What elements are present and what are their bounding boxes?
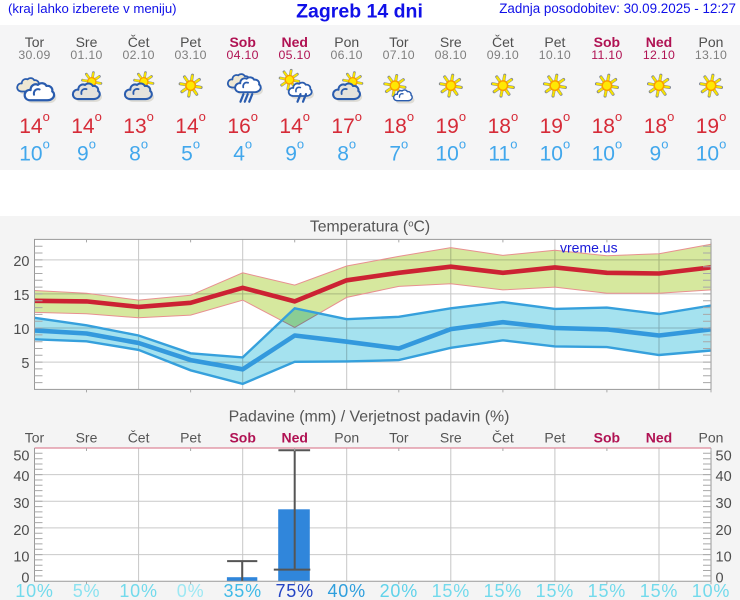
- svg-text:50: 50: [716, 448, 732, 464]
- svg-text:Pon: Pon: [334, 34, 359, 50]
- svg-text:09.10: 09.10: [487, 48, 519, 62]
- svg-text:Pon: Pon: [334, 430, 359, 446]
- svg-text:Sre: Sre: [440, 34, 462, 50]
- svg-text:vreme.us: vreme.us: [560, 240, 618, 256]
- svg-text:15%: 15%: [640, 581, 678, 600]
- svg-text:(kraj lahko izberete v meniju): (kraj lahko izberete v meniju): [8, 1, 177, 16]
- svg-text:0: 0: [716, 571, 724, 587]
- svg-text:Sob: Sob: [594, 430, 620, 446]
- svg-text:06.10: 06.10: [331, 48, 363, 62]
- svg-text:Čet: Čet: [492, 34, 514, 50]
- svg-text:Čet: Čet: [492, 430, 514, 446]
- svg-text:Tor: Tor: [389, 34, 409, 50]
- svg-text:Sob: Sob: [229, 430, 255, 446]
- svg-text:Zadnja posodobitev: 30.09.2025: Zadnja posodobitev: 30.09.2025 - 12:27: [499, 1, 736, 16]
- svg-text:Pon: Pon: [699, 430, 724, 446]
- svg-text:30.09: 30.09: [18, 48, 50, 62]
- svg-text:Sob: Sob: [594, 34, 620, 50]
- svg-text:30: 30: [716, 496, 732, 512]
- svg-text:Padavine (mm) / Verjetnost pad: Padavine (mm) / Verjetnost padavin (%): [229, 408, 510, 425]
- svg-text:Tor: Tor: [25, 34, 45, 50]
- svg-text:30: 30: [13, 496, 29, 512]
- svg-text:Pet: Pet: [544, 430, 565, 446]
- svg-text:Ned: Ned: [281, 430, 307, 446]
- svg-text:13.10: 13.10: [695, 48, 727, 62]
- svg-text:Tor: Tor: [25, 430, 45, 446]
- svg-text:40: 40: [13, 469, 29, 485]
- svg-text:Tor: Tor: [389, 430, 409, 446]
- svg-text:Pon: Pon: [699, 34, 724, 50]
- svg-text:01.10: 01.10: [70, 48, 102, 62]
- svg-text:10.10: 10.10: [539, 48, 571, 62]
- svg-text:15%: 15%: [484, 581, 522, 600]
- svg-text:02.10: 02.10: [122, 48, 154, 62]
- svg-text:Temperatura (oC): Temperatura (oC): [310, 218, 430, 235]
- svg-text:10: 10: [716, 550, 732, 566]
- svg-text:03.10: 03.10: [174, 48, 206, 62]
- svg-text:20%: 20%: [380, 581, 418, 600]
- svg-text:Ned: Ned: [646, 430, 672, 446]
- svg-text:50: 50: [13, 448, 29, 464]
- svg-text:75%: 75%: [275, 581, 313, 600]
- svg-text:40%: 40%: [327, 581, 365, 600]
- svg-text:15%: 15%: [432, 581, 470, 600]
- svg-text:Pet: Pet: [180, 430, 201, 446]
- svg-text:10%: 10%: [119, 581, 157, 600]
- svg-text:35%: 35%: [223, 581, 261, 600]
- svg-text:20: 20: [13, 523, 29, 539]
- svg-text:5: 5: [21, 356, 29, 372]
- svg-text:10: 10: [13, 322, 29, 338]
- svg-text:40: 40: [716, 469, 732, 485]
- svg-text:Ned: Ned: [646, 34, 672, 50]
- svg-text:Čet: Čet: [128, 34, 150, 50]
- svg-text:15%: 15%: [536, 581, 574, 600]
- svg-text:Sre: Sre: [76, 430, 98, 446]
- svg-text:04.10: 04.10: [227, 48, 259, 62]
- svg-text:20: 20: [13, 254, 29, 270]
- svg-text:10%: 10%: [692, 581, 730, 600]
- svg-text:15: 15: [13, 288, 29, 304]
- svg-text:Sre: Sre: [76, 34, 98, 50]
- svg-text:10%: 10%: [15, 581, 53, 600]
- svg-text:20: 20: [716, 523, 732, 539]
- svg-text:08.10: 08.10: [435, 48, 467, 62]
- svg-text:10: 10: [13, 550, 29, 566]
- svg-text:Sre: Sre: [440, 430, 462, 446]
- svg-text:Pet: Pet: [180, 34, 201, 50]
- svg-text:5%: 5%: [73, 581, 101, 600]
- svg-text:0: 0: [21, 571, 29, 587]
- svg-text:Sob: Sob: [229, 34, 255, 50]
- svg-text:Čet: Čet: [128, 430, 150, 446]
- svg-text:07.10: 07.10: [383, 48, 415, 62]
- svg-text:Pet: Pet: [544, 34, 565, 50]
- svg-text:05.10: 05.10: [279, 48, 311, 62]
- svg-text:0%: 0%: [177, 581, 205, 600]
- svg-text:15%: 15%: [588, 581, 626, 600]
- svg-text:12.10: 12.10: [643, 48, 675, 62]
- svg-text:11.10: 11.10: [591, 48, 622, 62]
- svg-text:Zagreb 14 dni: Zagreb 14 dni: [296, 1, 423, 23]
- svg-text:Ned: Ned: [281, 34, 307, 50]
